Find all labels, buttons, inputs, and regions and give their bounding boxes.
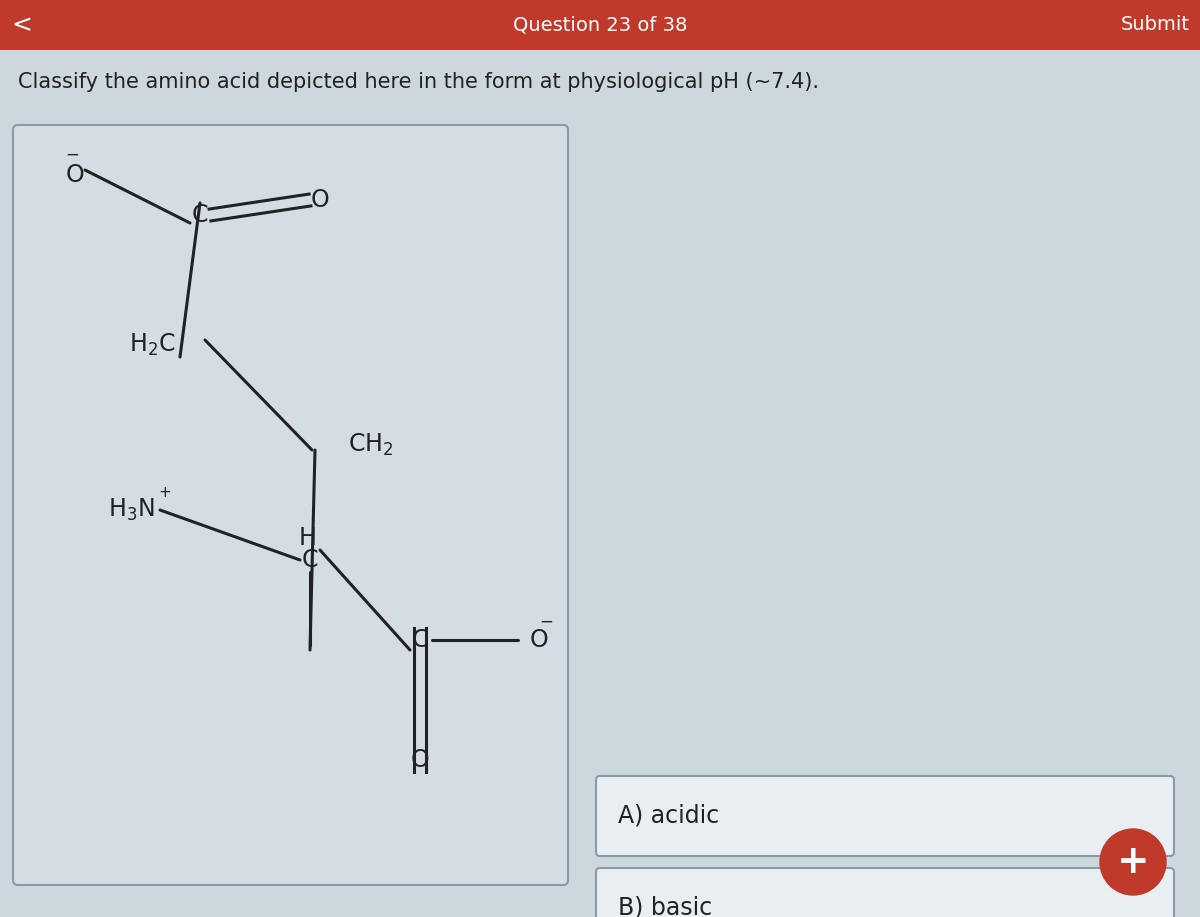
Text: −: −: [539, 613, 553, 631]
FancyBboxPatch shape: [596, 868, 1174, 917]
Text: H$_3$N: H$_3$N: [108, 497, 155, 523]
Text: CH$_2$: CH$_2$: [348, 432, 394, 458]
Text: Submit: Submit: [1121, 16, 1189, 35]
Circle shape: [1100, 829, 1166, 895]
Text: <: <: [12, 13, 32, 37]
Text: Question 23 of 38: Question 23 of 38: [512, 16, 688, 35]
Text: O: O: [410, 748, 430, 772]
FancyBboxPatch shape: [13, 125, 568, 885]
Bar: [0, 0, 1200, 50]
Text: H$_2$C: H$_2$C: [128, 332, 175, 359]
Text: O: O: [530, 628, 548, 652]
Text: C: C: [301, 548, 318, 572]
Text: C: C: [412, 628, 428, 652]
Text: C: C: [192, 203, 209, 227]
Text: +: +: [158, 485, 170, 500]
Text: B) basic: B) basic: [618, 896, 713, 917]
Text: +: +: [1117, 843, 1150, 881]
FancyBboxPatch shape: [596, 776, 1174, 856]
Text: O: O: [66, 163, 84, 187]
Text: −: −: [65, 146, 79, 164]
Text: H: H: [299, 526, 317, 550]
Text: O: O: [311, 188, 329, 212]
Text: A) acidic: A) acidic: [618, 804, 719, 828]
Text: Classify the amino acid depicted here in the form at physiological pH (~7.4).: Classify the amino acid depicted here in…: [18, 72, 818, 92]
